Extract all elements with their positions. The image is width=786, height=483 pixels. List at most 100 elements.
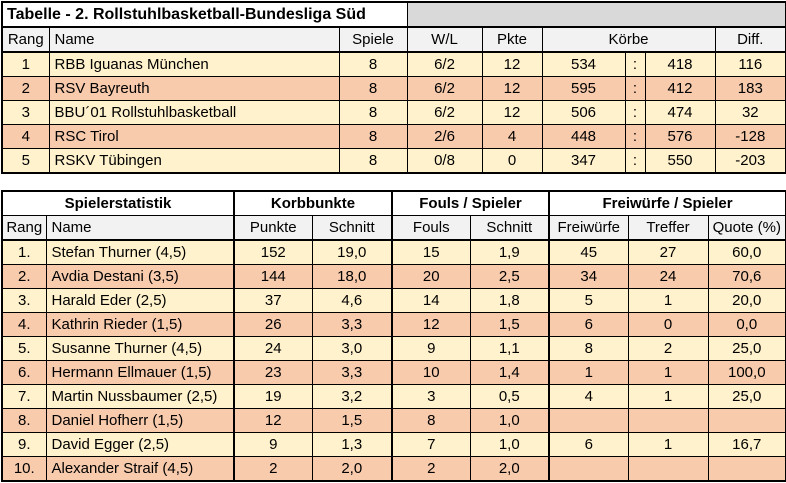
column-header-schnitt-fouls: Schnitt [469,215,550,241]
cell-punkte: 24 [233,336,313,361]
cell-rang: 8. [1,408,47,433]
cell-koerbe-for: 347 [541,148,626,174]
player-row: 2. Avdia Destani (3,5) 144 18,0 20 2,5 3… [1,264,786,289]
cell-schnitt-fouls: 1,9 [469,239,550,265]
cell-wl: 2/6 [406,124,483,149]
cell-schnitt-fouls: 0,5 [469,384,550,409]
player-stats-table: Spielerstatistik Korbbunkte Fouls / Spie… [1,190,786,482]
cell-schnitt-fouls: 1,5 [469,312,550,337]
cell-player-name: Avdia Destani (3,5) [45,264,235,289]
cell-player-name: Susanne Thurner (4,5) [45,336,235,361]
cell-schnitt-fouls: 1,1 [469,336,550,361]
cell-koerbe-for: 506 [541,100,626,125]
cell-diff: 116 [714,51,786,77]
league-row: 3 BBU´01 Rollstuhlbasketball 8 6/2 12 50… [1,100,786,125]
column-header-freiwuerfe: Freiwürfe [548,215,629,241]
column-header-pkte: Pkte [481,26,543,53]
cell-fouls: 7 [391,432,471,457]
column-header-wl: W/L [406,26,483,53]
cell-schnitt-punkte: 3,0 [311,336,393,361]
cell-punkte: 152 [233,239,313,265]
cell-fouls: 10 [391,360,471,385]
player-row: 1. Stefan Thurner (4,5) 152 19,0 15 1,9 … [1,239,786,265]
cell-treffer: 2 [627,336,709,361]
cell-team-name: RSKV Tübingen [48,148,340,174]
cell-quote: 60,0 [707,239,786,265]
player-row: 6. Hermann Ellmauer (1,5) 23 3,3 10 1,4 … [1,360,786,385]
cell-koerbe-against: 412 [644,76,716,101]
cell-team-name: RSV Bayreuth [48,76,340,101]
cell-team-name: RSC Tirol [48,124,340,149]
cell-diff: -203 [714,148,786,174]
league-row: 5 RSKV Tübingen 8 0/8 0 347 : 550 -203 [1,148,786,174]
cell-fouls: 8 [391,408,471,433]
player-row: 4. Kathrin Rieder (1,5) 26 3,3 12 1,5 6 … [1,312,786,337]
league-title-spacer [406,1,786,28]
cell-player-name: Hermann Ellmauer (1,5) [45,360,235,385]
cell-wl: 0/8 [406,148,483,174]
cell-treffer: 1 [627,360,709,385]
column-header-name: Name [48,26,340,53]
cell-schnitt-fouls: 1,4 [469,360,550,385]
column-header-schnitt-punkte: Schnitt [311,215,393,241]
cell-spiele: 8 [338,148,408,174]
cell-fouls: 15 [391,239,471,265]
cell-quote: 25,0 [707,384,786,409]
cell-quote: 70,6 [707,264,786,289]
cell-fouls: 3 [391,384,471,409]
cell-punkte: 26 [233,312,313,337]
column-header-spiele: Spiele [338,26,408,53]
cell-punkte: 2 [233,456,313,482]
cell-schnitt-punkte: 4,6 [311,288,393,313]
cell-fouls: 2 [391,456,471,482]
league-table-title: Tabelle - 2. Rollstuhlbasketball-Bundesl… [1,1,408,28]
player-row: 8. Daniel Hofherr (1,5) 12 1,5 8 1,0 [1,408,786,433]
cell-schnitt-punkte: 2,0 [311,456,393,482]
cell-wl: 6/2 [406,51,483,77]
cell-spiele: 8 [338,51,408,77]
group-header-korbpunkte: Korbbunkte [232,190,393,216]
cell-treffer [627,456,709,482]
cell-player-name: Kathrin Rieder (1,5) [45,312,235,337]
cell-quote: 25,0 [707,336,786,361]
cell-punkte: 19 [233,384,313,409]
cell-rang: 2. [1,264,47,289]
player-row: 7. Martin Nussbaumer (2,5) 19 3,2 3 0,5 … [1,384,786,409]
cell-schnitt-punkte: 3,3 [311,360,393,385]
group-header-freiwuerfe: Freiwürfe / Spieler [548,190,786,216]
cell-koerbe-against: 418 [644,51,716,77]
cell-fouls: 9 [391,336,471,361]
cell-diff: 32 [714,100,786,125]
league-row: 4 RSC Tirol 8 2/6 4 448 : 576 -128 [1,124,786,149]
cell-treffer: 24 [627,264,709,289]
player-row: 3. Harald Eder (2,5) 37 4,6 14 1,8 5 1 2… [1,288,786,313]
cell-schnitt-fouls: 1,0 [469,408,550,433]
player-row: 10. Alexander Straif (4,5) 2 2,0 2 2,0 [1,456,786,482]
cell-koerbe-colon: : [624,124,646,149]
cell-punkte: 144 [233,264,313,289]
cell-rang: 3. [1,288,47,313]
player-row: 9. David Egger (2,5) 9 1,3 7 1,0 6 1 16,… [1,432,786,457]
column-header-treffer: Treffer [627,215,709,241]
cell-rang: 4. [1,312,47,337]
cell-spiele: 8 [338,100,408,125]
cell-rang: 1 [1,51,50,77]
cell-rang: 2 [1,76,50,101]
cell-freiwuerfe [548,408,629,433]
cell-schnitt-punkte: 3,2 [311,384,393,409]
cell-rang: 7. [1,384,47,409]
cell-treffer: 1 [627,432,709,457]
cell-punkte: 37 [233,288,313,313]
cell-pkte: 12 [481,51,543,77]
cell-fouls: 12 [391,312,471,337]
cell-rang: 9. [1,432,47,457]
player-group-header-row: Spielerstatistik Korbbunkte Fouls / Spie… [1,190,786,216]
cell-player-name: Harald Eder (2,5) [45,288,235,313]
cell-freiwuerfe: 4 [548,384,629,409]
column-header-diff: Diff. [714,26,786,53]
cell-schnitt-punkte: 1,5 [311,408,393,433]
cell-pkte: 12 [481,100,543,125]
cell-rang: 10. [1,456,47,482]
cell-schnitt-fouls: 2,0 [469,456,550,482]
cell-team-name: BBU´01 Rollstuhlbasketball [48,100,340,125]
